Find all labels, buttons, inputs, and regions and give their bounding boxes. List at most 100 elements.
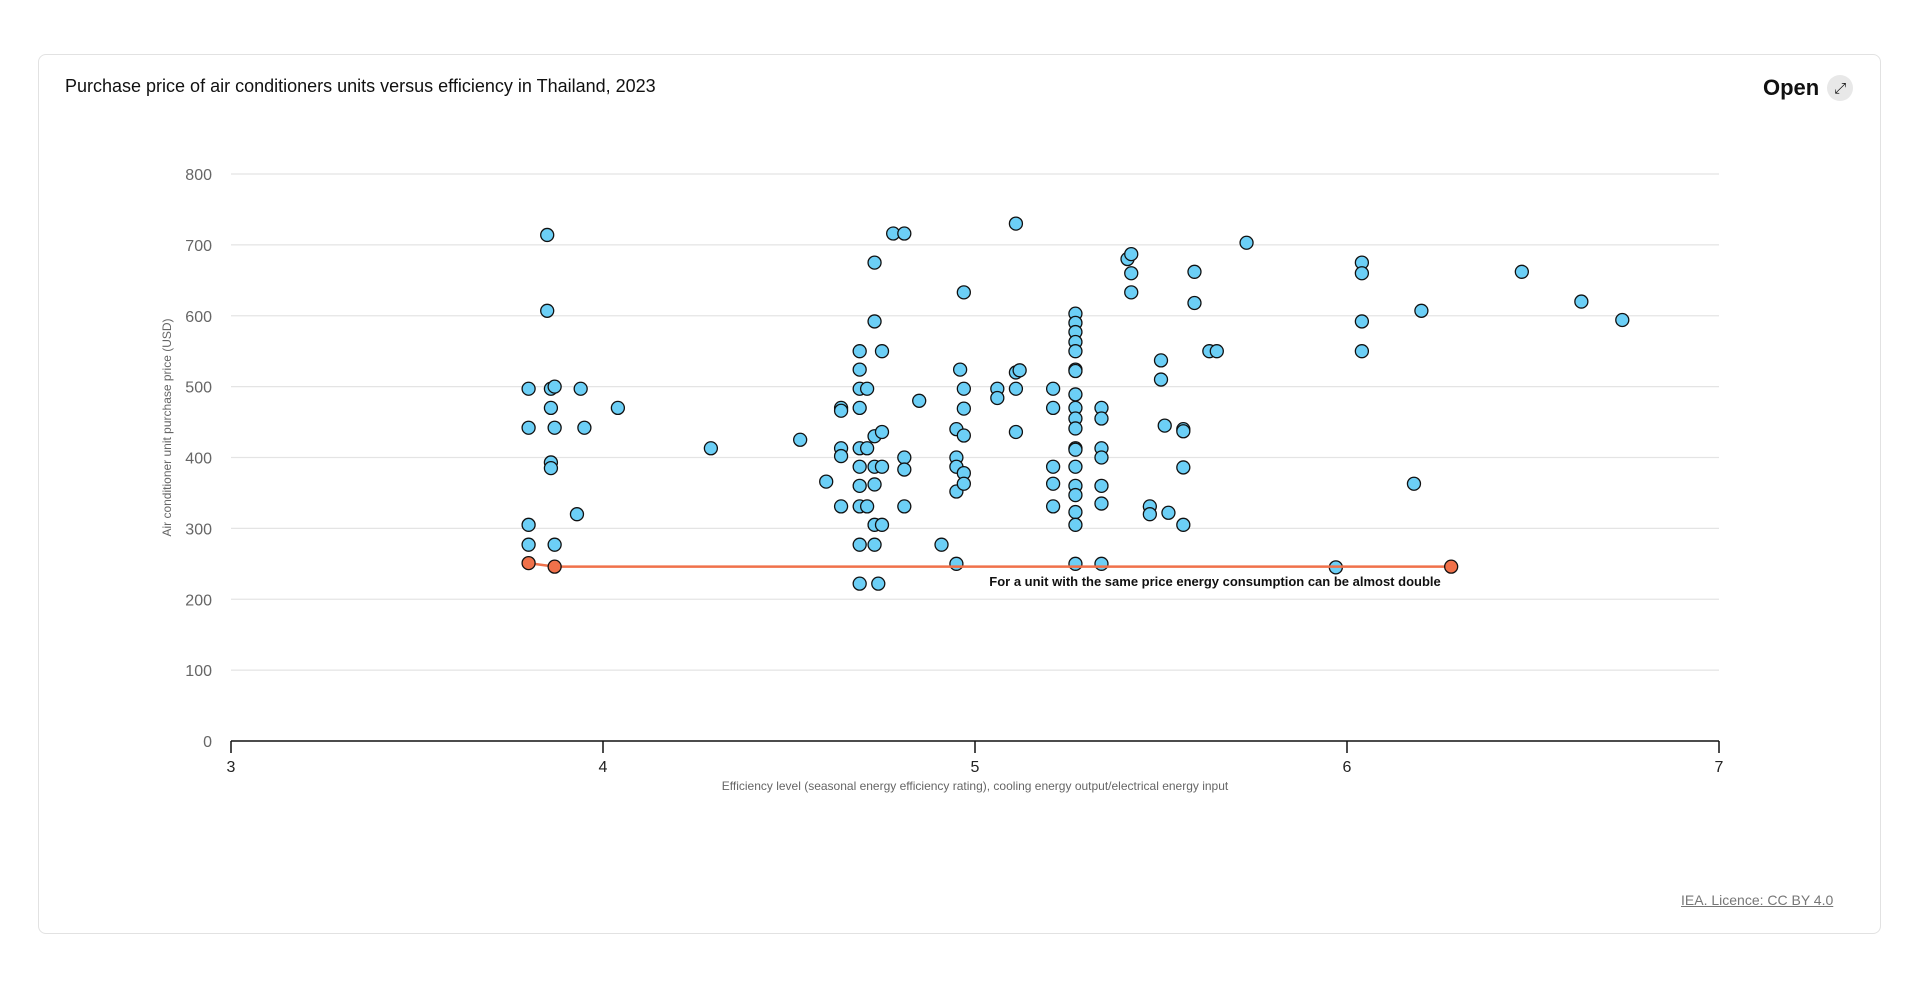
data-point [1187, 295, 1202, 311]
open-label: Open [1763, 75, 1820, 100]
data-point [540, 227, 555, 243]
y-tick-label: 300 [185, 521, 212, 538]
data-point [1045, 381, 1061, 396]
data-point [874, 459, 890, 474]
data-point [1176, 460, 1191, 475]
data-point [874, 517, 890, 532]
licence-link[interactable]: IEA. Licence: CC BY 4.0 [1681, 892, 1834, 908]
data-point [1124, 285, 1139, 300]
data-point [1045, 499, 1061, 514]
data-point [1045, 459, 1061, 474]
data-point [852, 576, 867, 591]
x-tick-label: 6 [1343, 759, 1352, 776]
data-point [867, 314, 882, 329]
data-point [543, 400, 559, 416]
data-point [521, 420, 536, 435]
data-point [859, 441, 875, 456]
data-point [1354, 266, 1370, 281]
data-point [1153, 353, 1169, 368]
y-tick-label: 800 [185, 167, 212, 184]
data-point [852, 459, 867, 474]
data-point [897, 462, 912, 477]
data-point [547, 420, 562, 435]
data-point [573, 381, 588, 396]
data-point [956, 428, 971, 443]
data-point [952, 362, 968, 377]
data-point [1012, 363, 1027, 378]
data-point [956, 476, 971, 491]
data-point [1068, 344, 1083, 359]
x-tick-label: 4 [599, 759, 608, 776]
data-point [956, 285, 971, 300]
data-point [949, 556, 964, 571]
data-point [569, 507, 585, 522]
data-point [1008, 381, 1024, 396]
data-point [1406, 476, 1422, 491]
data-point [852, 362, 867, 377]
data-point [521, 537, 536, 552]
data-point [1161, 505, 1176, 520]
data-point [1094, 478, 1109, 494]
data-point [990, 390, 1005, 406]
data-point [1068, 487, 1083, 503]
data-point [897, 450, 912, 465]
data-point [871, 576, 886, 591]
data-point [1142, 507, 1157, 522]
data-point [703, 441, 719, 456]
data-point [577, 420, 592, 435]
data-point [867, 255, 882, 270]
data-point [874, 424, 890, 440]
highlight-point [521, 555, 536, 571]
data-point [1354, 314, 1370, 329]
chart-title: Purchase price of air conditioners units… [65, 76, 656, 96]
data-point [956, 381, 971, 396]
data-point [1008, 424, 1024, 440]
data-point [1068, 459, 1083, 474]
data-point [1045, 476, 1061, 491]
data-point [1094, 556, 1109, 571]
data-point [1068, 556, 1083, 571]
data-point [1157, 418, 1172, 433]
data-point [1187, 264, 1202, 279]
data-point [1209, 344, 1224, 359]
data-point [1094, 411, 1109, 426]
data-point [1124, 246, 1139, 262]
data-point [543, 460, 559, 476]
data-point [1045, 400, 1061, 416]
data-point [859, 499, 875, 514]
data-point [833, 499, 849, 514]
data-point [547, 537, 562, 552]
x-tick-label: 7 [1715, 759, 1724, 776]
data-point [1153, 372, 1169, 387]
highlight-point [1444, 559, 1459, 574]
data-point [1068, 387, 1083, 402]
data-point [793, 432, 808, 447]
data-point [852, 478, 867, 494]
data-point [852, 344, 867, 359]
data-point [867, 537, 882, 552]
y-tick-label: 0 [203, 734, 212, 751]
data-point [1068, 363, 1083, 379]
x-axis-label: Efficiency level (seasonal energy effici… [722, 779, 1229, 793]
data-point [833, 403, 849, 418]
data-point [1414, 303, 1429, 318]
data-point [1068, 504, 1083, 520]
data-point [897, 226, 912, 241]
comparison-line [528, 561, 1452, 568]
open-button[interactable]: Open ⤢ [1763, 75, 1854, 101]
data-point [547, 379, 562, 394]
data-point [540, 303, 555, 318]
data-point [819, 474, 834, 489]
data-point [852, 400, 867, 416]
data-point [1124, 266, 1139, 281]
data-point [521, 517, 536, 532]
chart-card [38, 54, 1881, 934]
data-point [1068, 421, 1083, 436]
data-point [1068, 517, 1083, 532]
data-point [1354, 344, 1370, 359]
data-point [934, 537, 949, 552]
y-tick-label: 700 [185, 238, 212, 255]
data-point [897, 499, 912, 514]
data-point [1239, 235, 1254, 250]
data-point [1008, 216, 1024, 231]
